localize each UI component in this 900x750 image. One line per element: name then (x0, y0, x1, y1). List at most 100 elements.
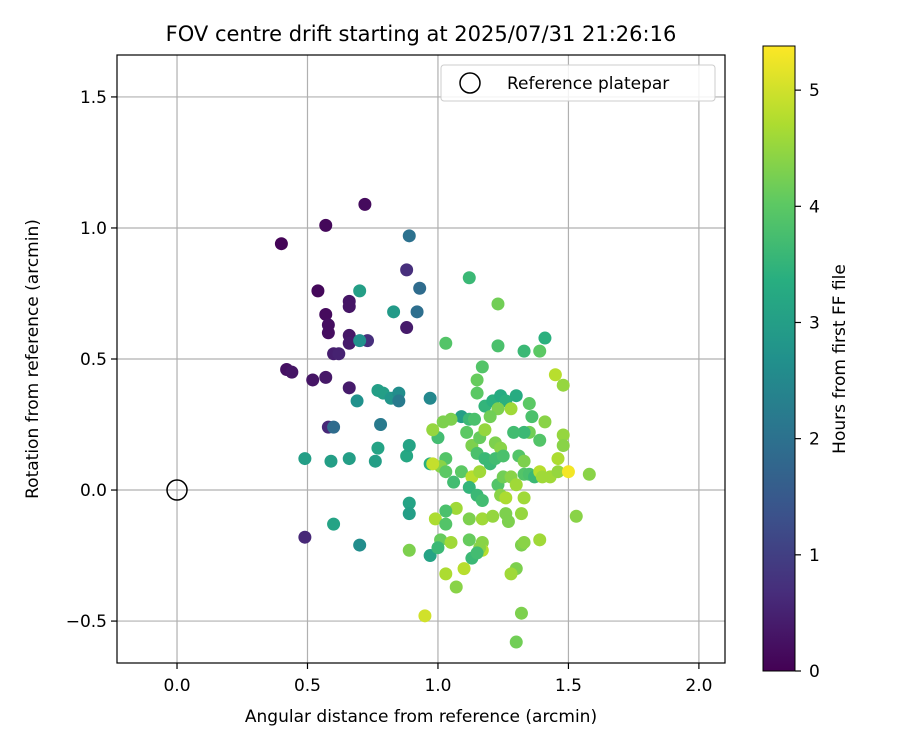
data-point (332, 347, 346, 361)
data-point (467, 412, 481, 426)
colorbar-tick-label: 2 (809, 430, 820, 450)
data-point (319, 370, 333, 384)
x-axis-label: Angular distance from reference (arcmin) (245, 707, 597, 727)
data-point (306, 373, 320, 387)
data-point (556, 438, 570, 452)
chart-title: FOV centre drift starting at 2025/07/31 … (166, 22, 677, 46)
data-point (342, 381, 356, 395)
data-point (569, 509, 583, 523)
data-point (368, 454, 382, 468)
data-point (556, 378, 570, 392)
scatter-points (274, 197, 596, 649)
data-point (400, 449, 414, 463)
data-point (449, 501, 463, 515)
data-point (402, 543, 416, 557)
y-tick-label: 0.0 (80, 481, 107, 501)
data-point (342, 336, 356, 350)
legend: Reference platepar (440, 64, 716, 102)
data-point (374, 418, 388, 432)
data-point (525, 410, 539, 424)
data-point (371, 441, 385, 455)
data-point (439, 465, 453, 479)
data-point (533, 533, 547, 547)
data-point (509, 478, 523, 492)
data-point (509, 389, 523, 403)
data-point (548, 368, 562, 382)
colorbar-tick-label: 4 (809, 197, 820, 217)
data-point (400, 263, 414, 277)
data-point (491, 297, 505, 311)
data-point (439, 336, 453, 350)
grid (117, 55, 725, 663)
data-point (473, 465, 487, 479)
data-point (321, 326, 335, 340)
x-tick-label: 0.5 (294, 676, 321, 696)
data-point (533, 344, 547, 358)
colorbar-tick-label: 1 (809, 546, 820, 566)
data-point (462, 533, 476, 547)
colorbar: 0 1 2 3 4 5 Hours from first FF file (762, 45, 850, 682)
data-point (457, 562, 471, 576)
data-point (517, 535, 531, 549)
data-point (439, 517, 453, 531)
y-axis-label: Rotation from reference (arcmin) (23, 219, 43, 499)
data-point (439, 504, 453, 518)
data-point (342, 300, 356, 314)
data-point (509, 635, 523, 649)
data-point (410, 305, 424, 319)
data-point (478, 423, 492, 437)
colorbar-tick-label: 3 (809, 313, 820, 333)
data-point (418, 609, 432, 623)
x-tick-label: 1.5 (555, 676, 582, 696)
x-tick-label: 1.0 (424, 676, 451, 696)
data-point (496, 449, 510, 463)
data-point (447, 475, 461, 489)
y-tick-label: 1.0 (80, 219, 107, 239)
legend-entry-reference-platepar: Reference platepar (507, 74, 669, 94)
data-point (538, 331, 552, 345)
data-point (444, 535, 458, 549)
data-point (582, 467, 596, 481)
legend-reference-marker (459, 72, 481, 94)
colorbar-tick-label: 5 (809, 81, 820, 101)
data-point (413, 281, 427, 295)
data-point (327, 517, 341, 531)
data-point (298, 530, 312, 544)
data-point (400, 321, 414, 335)
data-point (319, 307, 333, 321)
y-axis-ticks: −0.5 0.0 0.5 1.0 1.5 (66, 88, 117, 632)
data-point (327, 420, 341, 434)
data-point (517, 454, 531, 468)
data-point (402, 496, 416, 510)
data-point (350, 394, 364, 408)
data-point (274, 237, 288, 251)
data-point (517, 425, 531, 439)
x-tick-label: 0.0 (163, 676, 190, 696)
data-point (402, 507, 416, 521)
y-tick-label: 1.5 (80, 88, 107, 108)
data-point (556, 428, 570, 442)
data-point (522, 397, 536, 411)
data-point (470, 373, 484, 387)
data-point (462, 271, 476, 285)
data-point (501, 514, 515, 528)
data-point (319, 218, 333, 232)
data-point (504, 567, 518, 581)
data-point (551, 452, 565, 466)
data-point (444, 412, 458, 426)
data-point (475, 512, 489, 526)
data-point (426, 457, 440, 471)
data-point (483, 410, 497, 424)
data-point (402, 438, 416, 452)
data-point (551, 465, 565, 479)
data-point (470, 546, 484, 560)
data-point (298, 452, 312, 466)
data-point (499, 491, 513, 505)
data-point (428, 512, 442, 526)
data-point (561, 465, 575, 479)
data-point (439, 567, 453, 581)
data-point (486, 509, 500, 523)
data-point (387, 305, 401, 319)
reference-platepar-marker (166, 479, 188, 501)
